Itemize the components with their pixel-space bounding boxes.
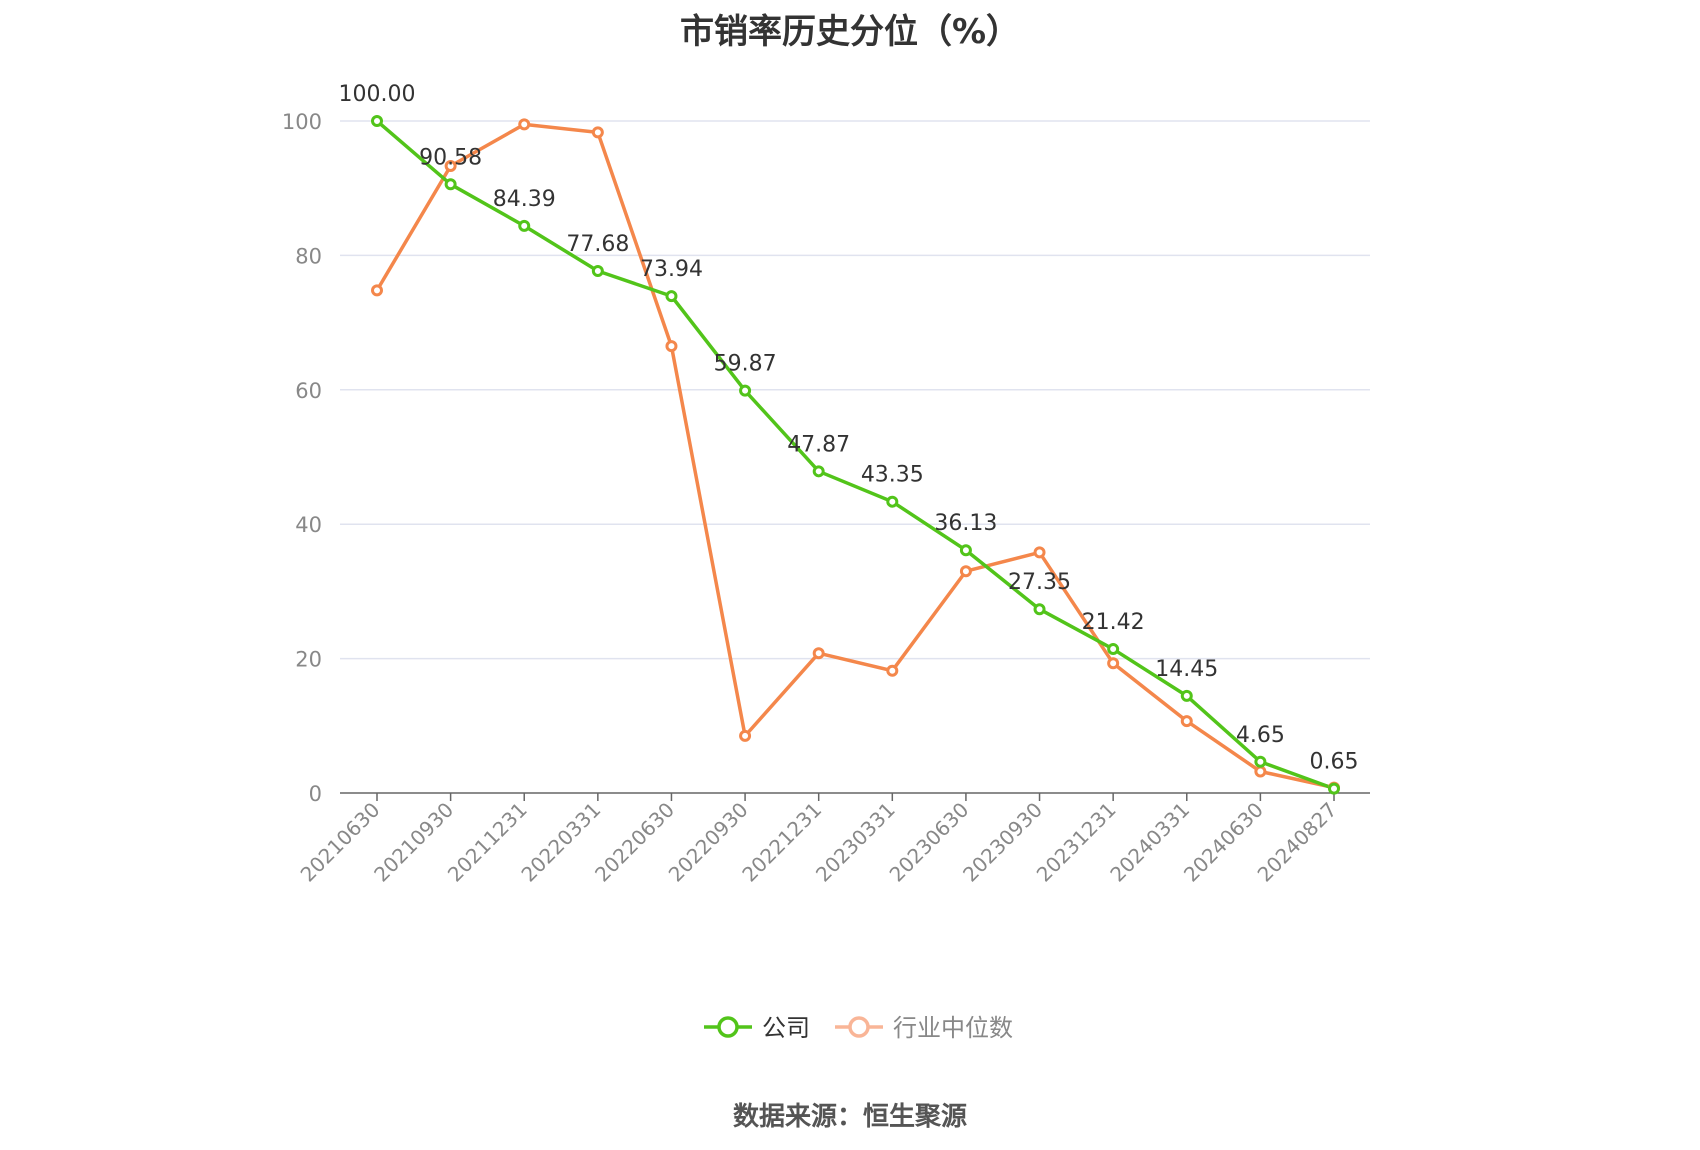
company-point: [886, 495, 899, 508]
industry-point: [591, 126, 604, 139]
series-points: [371, 115, 1340, 795]
company-point: [959, 544, 972, 557]
data-label: 43.35: [861, 463, 924, 488]
company-point: [1328, 782, 1340, 795]
x-tick-label: 20221231: [737, 798, 826, 887]
y-tick-label: 80: [295, 244, 322, 268]
data-source: 数据来源：恒生聚源: [732, 1102, 967, 1132]
legend: 公司 行业中位数: [704, 1014, 1013, 1042]
legend-company: 公司: [704, 1014, 810, 1042]
data-label: 59.87: [714, 352, 777, 377]
data-label: 4.65: [1236, 723, 1285, 748]
x-tick-label: 20240630: [1179, 798, 1268, 887]
company-point: [812, 465, 825, 478]
x-tick-label: 20230630: [885, 798, 974, 887]
industry-point: [1180, 715, 1193, 728]
data-label: 47.87: [787, 432, 850, 457]
x-tick-label: 20220331: [516, 798, 605, 887]
x-axis: 2021063020210930202112312022033120220630…: [296, 792, 1370, 887]
company-point: [1180, 689, 1193, 702]
industry-point: [1254, 765, 1267, 778]
legend-marker: [717, 1016, 739, 1038]
company-point: [1254, 755, 1267, 768]
data-label: 84.39: [493, 187, 556, 212]
company-point: [739, 384, 752, 397]
x-tick-label: 20210930: [369, 798, 458, 887]
chart-title: 市销率历史分位（%）: [679, 12, 1021, 52]
y-tick-label: 20: [295, 648, 322, 672]
y-tick-label: 40: [295, 513, 322, 537]
y-axis: 0 20 40 60 80 100: [282, 110, 322, 806]
company-point: [665, 290, 678, 303]
x-tick-label: 20230930: [958, 798, 1047, 887]
company-point: [444, 178, 457, 191]
company-line: [375, 119, 1335, 791]
company-point: [1033, 603, 1046, 616]
y-tick-label: 60: [295, 379, 322, 403]
data-label: 27.35: [1008, 570, 1071, 595]
industry-point: [886, 664, 899, 677]
series-lines: [375, 119, 1335, 791]
x-tick-label: 20220630: [590, 798, 679, 887]
industry-point: [1033, 546, 1046, 559]
industry-point: [444, 160, 457, 173]
industry-line: [375, 122, 1335, 790]
legend-label: 公司: [762, 1014, 810, 1042]
legend-marker: [848, 1016, 870, 1038]
data-label: 21.42: [1082, 610, 1145, 635]
data-label: 77.68: [566, 232, 629, 257]
industry-point: [739, 729, 752, 742]
x-tick-label: 20230331: [811, 798, 900, 887]
y-tick-label: 100: [282, 110, 322, 134]
data-label: 90.58: [419, 145, 482, 170]
y-tick-label: 0: [309, 782, 322, 806]
x-tick-label: 20220930: [664, 798, 753, 887]
company-point: [518, 219, 531, 232]
industry-point: [959, 565, 972, 578]
x-tick-label: 20240331: [1105, 798, 1194, 887]
data-label: 14.45: [1155, 657, 1218, 682]
legend-label: 行业中位数: [893, 1014, 1013, 1042]
data-labels: 100.00 90.58 84.39 77.68 73.94 59.87 47.87 43.3…: [339, 82, 1359, 775]
data-label: 0.65: [1310, 750, 1359, 775]
company-point: [371, 115, 383, 127]
x-tick-label: 20240827: [1253, 798, 1342, 887]
grid-lines: [340, 120, 1370, 660]
industry-point: [812, 647, 825, 660]
industry-point: [371, 284, 383, 297]
legend-industry: 行业中位数: [835, 1014, 1013, 1042]
industry-point: [1107, 657, 1120, 670]
company-point: [1107, 643, 1120, 656]
industry-point: [665, 340, 678, 353]
company-point: [591, 264, 604, 277]
x-tick-label: 20231231: [1032, 798, 1121, 887]
data-label: 73.94: [640, 257, 703, 282]
x-tick-label: 20211231: [443, 798, 532, 887]
data-label: 100.00: [339, 82, 416, 107]
x-tick-label: 20210630: [296, 798, 385, 887]
industry-point: [518, 118, 531, 131]
data-label: 36.13: [934, 511, 997, 536]
